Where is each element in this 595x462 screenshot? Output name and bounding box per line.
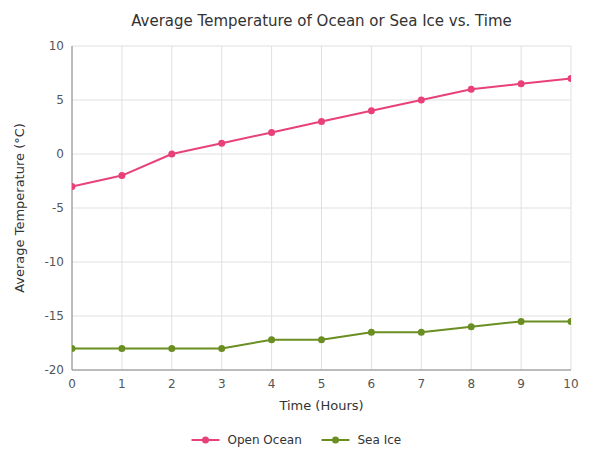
series-point [118, 172, 125, 179]
series-point [72, 183, 76, 190]
series-point [218, 140, 225, 147]
series-point [368, 107, 375, 114]
chart: -20 -15 -10 -5 0 5 10 0 1 2 3 4 5 6 7 8 9 10 Average Tempe… [0, 0, 595, 462]
series-point [318, 336, 325, 343]
series-point [218, 345, 225, 352]
series-point [318, 118, 325, 125]
series-point [418, 97, 425, 104]
series-point [568, 318, 572, 325]
x-grid-line [121, 46, 122, 370]
x-grid-line [371, 46, 372, 370]
x-tick-label: 2 [168, 377, 176, 391]
x-axis-line [72, 370, 571, 371]
y-tick-label: -15 [44, 309, 64, 323]
x-grid-line [321, 46, 322, 370]
x-grid-line [221, 46, 222, 370]
y-axis-line [72, 46, 73, 370]
series-point [72, 345, 76, 352]
series-point [118, 345, 125, 352]
plot-data [72, 75, 571, 352]
x-tick-label: 7 [417, 377, 425, 391]
legend: Open Ocean Sea Ice [192, 433, 402, 447]
x-tick-label: 0 [68, 377, 76, 391]
x-grid-line [271, 46, 272, 370]
legend-label: Open Ocean [228, 433, 302, 447]
series-point [468, 86, 475, 93]
y-tick-label: -5 [52, 201, 64, 215]
x-grid-line [72, 46, 73, 370]
legend-label: Sea Ice [358, 433, 402, 447]
x-grid-line [471, 46, 472, 370]
y-tick-label: -20 [44, 363, 64, 377]
y-tick-label: 10 [49, 39, 64, 53]
x-tick-label: 1 [118, 377, 126, 391]
series-point [518, 80, 525, 87]
y-tick-label: -10 [44, 255, 64, 269]
y-axis-label: Average Temperature (°C) [12, 123, 27, 293]
x-axis-label: Time (Hours) [278, 398, 363, 413]
series-point [168, 151, 175, 158]
grid [72, 46, 571, 370]
x-tick-label: 3 [218, 377, 226, 391]
x-tick-label: 4 [268, 377, 276, 391]
series-line [72, 78, 571, 186]
x-tick-label: 10 [563, 377, 578, 391]
x-tick-label: 8 [467, 377, 475, 391]
series-point [568, 75, 572, 82]
legend-marker [332, 437, 339, 444]
legend-marker [202, 437, 209, 444]
series-point [418, 329, 425, 336]
series-point [468, 323, 475, 330]
series-point [368, 329, 375, 336]
y-tick-label: 0 [56, 147, 64, 161]
y-tick-label: 5 [56, 93, 64, 107]
x-tick-label: 5 [318, 377, 326, 391]
x-grid-line [421, 46, 422, 370]
x-tick-label: 6 [368, 377, 376, 391]
x-grid-line [171, 46, 172, 370]
series-point [268, 129, 275, 136]
title: Average Temperature of Ocean or Sea Ice … [131, 12, 512, 30]
series-point [268, 336, 275, 343]
y-grid-line [72, 370, 571, 371]
x-tick-label: 9 [517, 377, 525, 391]
series-point [518, 318, 525, 325]
series-line [72, 321, 571, 348]
series-point [168, 345, 175, 352]
